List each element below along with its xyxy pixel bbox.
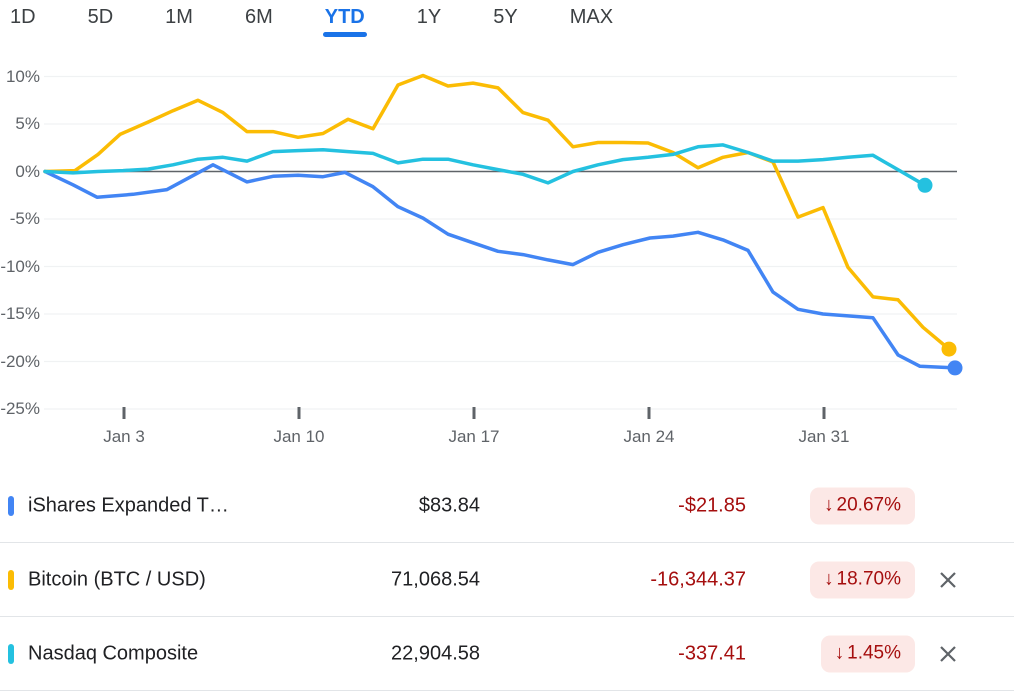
y-axis-label: -15% (0, 304, 40, 323)
percent-change-value: 1.45% (847, 642, 901, 664)
tab-1d[interactable]: 1D (10, 6, 36, 28)
series-line-bitcoin (43, 73, 951, 351)
x-tick-mark (472, 407, 476, 419)
x-axis-label: Jan 10 (273, 427, 325, 446)
percent-change-value: 18.70% (836, 568, 901, 590)
y-axis-label: -5% (9, 209, 40, 228)
tab-ytd[interactable]: YTD (322, 3, 367, 38)
price-change: -337.41 (678, 642, 746, 664)
series-line-ishares (43, 163, 957, 370)
last-price: 22,904.58 (391, 642, 480, 664)
tab-6m[interactable]: 6M (244, 6, 273, 28)
x-tick-mark (822, 407, 826, 419)
y-axis-label: 0% (15, 161, 40, 181)
y-axis-label: 5% (15, 114, 40, 133)
down-arrow-icon: ↓ (834, 642, 845, 664)
x-axis-label: Jan 17 (448, 427, 500, 446)
x-axis-label: Jan 3 (103, 427, 145, 446)
series-color-bar (8, 569, 14, 590)
table-row-nasdaq[interactable]: Nasdaq Composite 22,904.58 -337.41 ↓ 1.4… (0, 617, 1014, 691)
y-axis-label: -10% (0, 256, 40, 276)
series-end-dot-ishares (947, 360, 963, 376)
series-color-bar (8, 643, 14, 664)
x-tick-mark (297, 407, 301, 419)
time-range-tabs: 1D 5D 1M 6M YTD 1Y 5Y MAX (8, 3, 615, 38)
x-tick-mark (647, 407, 651, 419)
table-row-bitcoin[interactable]: Bitcoin (BTC / USD) 71,068.54 -16,344.37… (0, 543, 1014, 617)
x-axis-label: Jan 31 (798, 427, 850, 446)
down-arrow-icon: ↓ (824, 494, 834, 516)
y-axis-label: -20% (0, 351, 40, 371)
price-chart-svg[interactable] (0, 0, 1014, 465)
instrument-name[interactable]: Bitcoin (BTC / USD) (28, 568, 206, 590)
series-color-bar (8, 495, 14, 516)
price-change: -$21.85 (678, 494, 746, 516)
x-tick-mark (122, 407, 126, 419)
percent-change-badge: ↓ 1.45% (820, 635, 915, 672)
instrument-name[interactable]: Nasdaq Composite (28, 642, 199, 664)
last-price: 71,068.54 (391, 568, 480, 590)
close-icon (940, 571, 956, 588)
percent-change-value: 20.67% (836, 494, 901, 516)
last-price: $83.84 (418, 494, 480, 516)
percent-change-badge: ↓ 20.67% (810, 487, 915, 524)
series-line-nasdaq (43, 143, 927, 188)
x-axis-label: Jan 24 (623, 427, 675, 446)
tab-5d[interactable]: 5D (87, 6, 114, 28)
y-axis-label: -25% (0, 399, 40, 418)
tab-1y[interactable]: 1Y (416, 6, 442, 28)
y-axis-label: 10% (5, 66, 40, 86)
comparison-table: iShares Expanded T… $83.84 -$21.85 ↓ 20.… (0, 469, 1014, 691)
close-icon (940, 645, 956, 662)
series-end-dot-nasdaq (917, 177, 933, 193)
instrument-name[interactable]: iShares Expanded T… (28, 494, 229, 516)
tab-max[interactable]: MAX (569, 6, 614, 28)
table-row-ishares[interactable]: iShares Expanded T… $83.84 -$21.85 ↓ 20.… (0, 469, 1014, 543)
remove-comparison-button[interactable] (930, 562, 966, 598)
percent-change-badge: ↓ 18.70% (810, 561, 915, 598)
remove-comparison-button[interactable] (930, 636, 966, 672)
tab-1m[interactable]: 1M (165, 6, 193, 28)
down-arrow-icon: ↓ (824, 568, 834, 590)
price-change: -16,344.37 (650, 568, 746, 590)
series-end-dot-bitcoin (941, 341, 957, 357)
tab-5y[interactable]: 5Y (493, 6, 518, 28)
